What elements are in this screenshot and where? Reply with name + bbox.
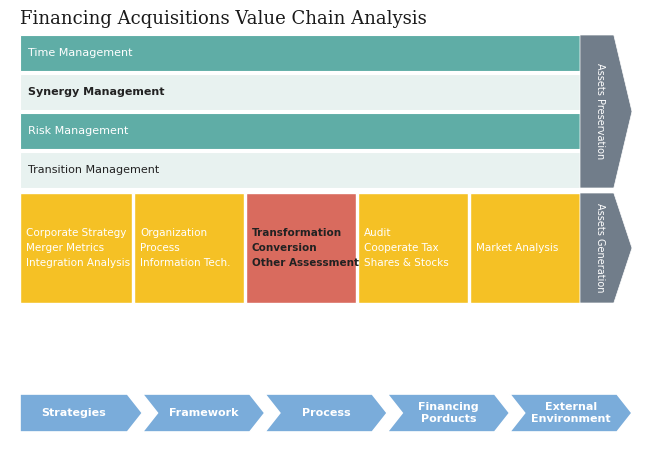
Polygon shape	[580, 193, 632, 303]
Text: Framework: Framework	[169, 408, 239, 418]
Polygon shape	[358, 193, 468, 303]
Text: Market Analysis: Market Analysis	[476, 243, 558, 253]
Text: Financing Acquisitions Value Chain Analysis: Financing Acquisitions Value Chain Analy…	[20, 10, 427, 28]
Text: External
Environment: External Environment	[531, 402, 610, 424]
Text: Information Tech.: Information Tech.	[140, 258, 231, 268]
Text: Audit: Audit	[364, 228, 391, 238]
Polygon shape	[134, 193, 244, 303]
Text: Merger Metrics: Merger Metrics	[26, 243, 104, 253]
Text: Risk Management: Risk Management	[28, 126, 129, 136]
Polygon shape	[580, 35, 632, 188]
Text: Financing
Porducts: Financing Porducts	[418, 402, 478, 424]
Text: Transformation: Transformation	[252, 228, 342, 238]
Polygon shape	[20, 74, 580, 110]
Polygon shape	[20, 394, 142, 432]
Polygon shape	[387, 394, 510, 432]
Text: Assets Preservation: Assets Preservation	[595, 63, 604, 160]
Text: Conversion: Conversion	[252, 243, 318, 253]
Polygon shape	[20, 152, 580, 188]
Text: Process: Process	[302, 408, 350, 418]
Polygon shape	[20, 35, 580, 71]
Text: Shares & Stocks: Shares & Stocks	[364, 258, 448, 268]
Text: Process: Process	[140, 243, 180, 253]
Polygon shape	[510, 394, 632, 432]
Text: Corporate Strategy: Corporate Strategy	[26, 228, 126, 238]
Text: Cooperate Tax: Cooperate Tax	[364, 243, 439, 253]
Text: Time Management: Time Management	[28, 48, 133, 58]
Polygon shape	[246, 193, 356, 303]
Text: Integration Analysis: Integration Analysis	[26, 258, 130, 268]
Polygon shape	[265, 394, 387, 432]
Polygon shape	[142, 394, 265, 432]
Text: Synergy Management: Synergy Management	[28, 87, 164, 97]
Polygon shape	[20, 113, 580, 149]
Text: Organization: Organization	[140, 228, 207, 238]
Text: Transition Management: Transition Management	[28, 165, 159, 175]
Text: Assets Generation: Assets Generation	[595, 203, 604, 293]
Text: Strategies: Strategies	[42, 408, 106, 418]
Text: Other Assessment: Other Assessment	[252, 258, 359, 268]
Polygon shape	[470, 193, 580, 303]
Polygon shape	[20, 193, 132, 303]
